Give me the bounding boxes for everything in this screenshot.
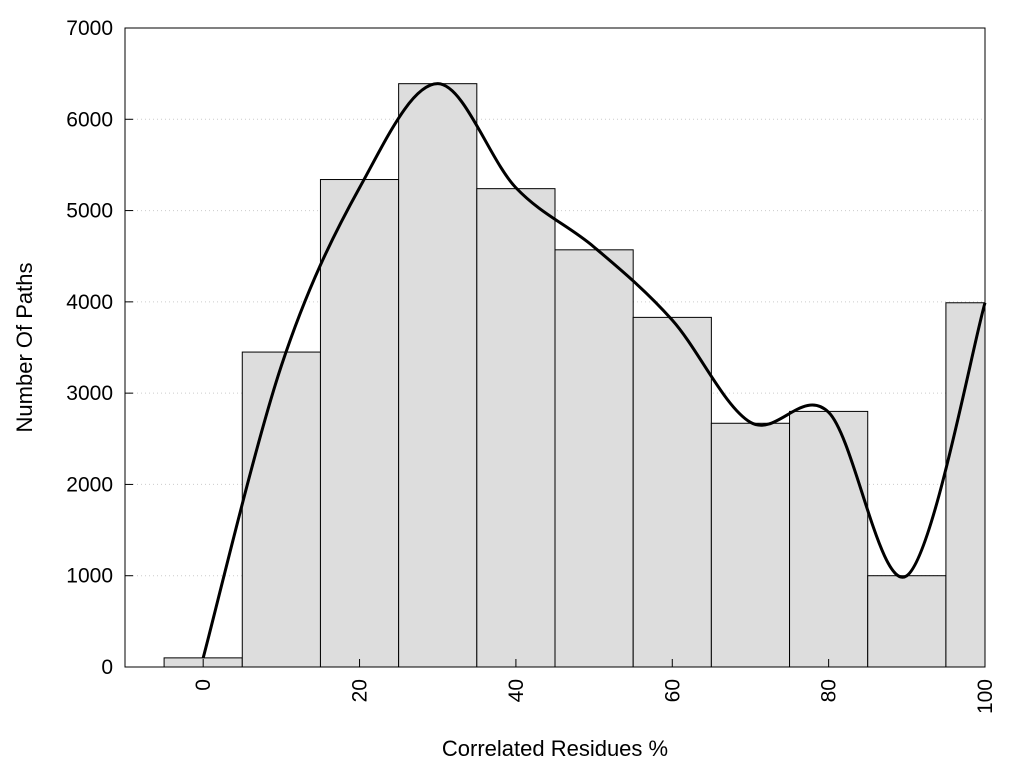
x-tick-label: 0 xyxy=(192,679,215,691)
histogram-bar xyxy=(554,249,634,668)
histogram-bar xyxy=(710,422,791,668)
histogram-bar xyxy=(789,410,869,668)
x-tick-label: 60 xyxy=(661,679,684,702)
x-axis-title: Correlated Residues % xyxy=(442,736,668,761)
x-tick-label: 100 xyxy=(974,679,997,714)
bars xyxy=(163,83,986,668)
x-axis-ticks: 0 20 40 60 80 100 xyxy=(192,659,997,714)
histogram-bar xyxy=(632,316,712,668)
histogram-bar xyxy=(241,351,321,668)
y-tick-label: 5000 xyxy=(66,200,113,223)
histogram-bar xyxy=(945,302,986,668)
x-tick-label: 80 xyxy=(818,679,841,702)
y-tick-label: 3000 xyxy=(66,382,113,405)
y-tick-label: 7000 xyxy=(66,17,113,40)
y-axis-title: Number Of Paths xyxy=(12,263,37,433)
histogram-bar xyxy=(319,179,400,668)
x-tick-label: 40 xyxy=(505,679,528,702)
y-tick-label: 2000 xyxy=(66,473,113,496)
y-tick-label: 1000 xyxy=(66,565,113,588)
histogram-bar xyxy=(867,575,947,668)
trend-curve-layer xyxy=(201,82,987,659)
histogram-bar xyxy=(398,83,478,668)
y-axis-ticks: 0 1000 2000 3000 4000 5000 6000 7000 xyxy=(66,17,133,679)
x-tick-label: 20 xyxy=(349,679,372,702)
trend-curve xyxy=(201,82,987,659)
y-tick-label: 0 xyxy=(101,656,113,679)
y-tick-label: 6000 xyxy=(66,108,113,131)
y-tick-label: 4000 xyxy=(66,291,113,314)
plot-frame xyxy=(124,27,986,668)
histogram-bar xyxy=(476,188,556,668)
